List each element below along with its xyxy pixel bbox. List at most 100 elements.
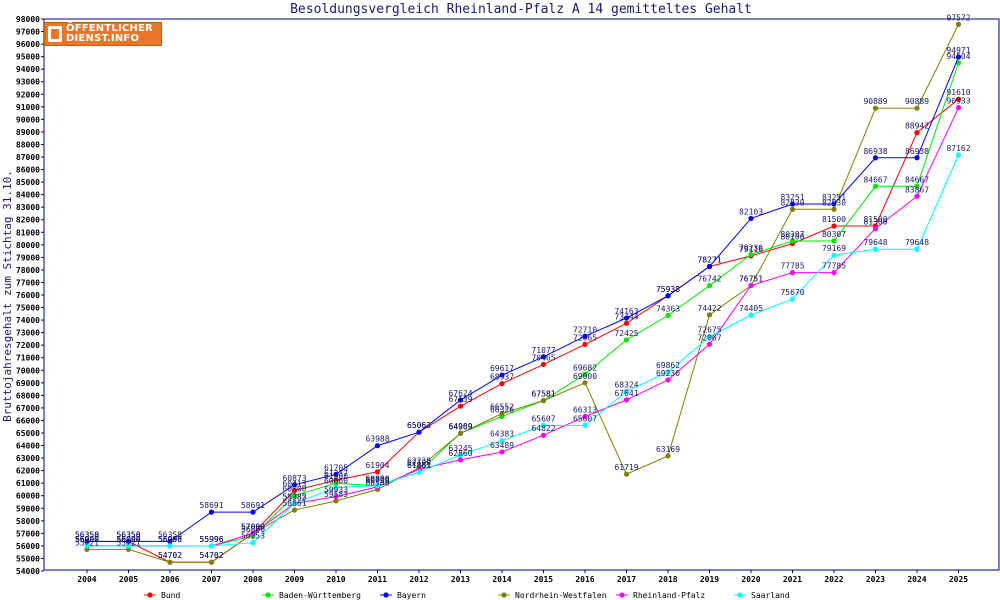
data-point [914, 246, 920, 252]
data-label: 74163 [614, 307, 638, 316]
data-label: 55721 [116, 538, 140, 547]
legend-label: Rheinland-Pfalz [633, 591, 705, 600]
data-label: 60413 [282, 480, 306, 489]
y-tick-label: 93000 [16, 78, 40, 87]
data-point [582, 380, 588, 386]
data-point [250, 509, 256, 515]
data-label: 81500 [863, 215, 887, 224]
data-point [291, 500, 298, 507]
data-label: 79648 [905, 238, 929, 247]
data-label: 64989 [448, 422, 472, 431]
series-layer [84, 21, 962, 565]
data-label: 87162 [946, 144, 970, 153]
legend-label: Bayern [397, 591, 426, 600]
x-tick-label: 2016 [575, 575, 594, 584]
data-point [167, 559, 173, 565]
data-point [416, 429, 422, 435]
data-label: 94971 [946, 46, 970, 55]
data-label: 59382 [282, 492, 306, 501]
data-point [208, 509, 215, 515]
data-label: 75938 [656, 285, 680, 294]
y-tick-label: 96000 [16, 40, 40, 49]
data-point [665, 453, 671, 459]
data-label: 64383 [490, 430, 514, 439]
data-point [457, 397, 464, 403]
data-point [706, 341, 713, 347]
data-label: 66326 [490, 405, 514, 414]
data-label: 86938 [905, 147, 929, 156]
legend-item: Saarland [734, 591, 790, 600]
data-label: 67581 [531, 390, 555, 399]
data-point [789, 238, 796, 244]
data-label: 79169 [822, 244, 846, 253]
y-tick-label: 91000 [16, 103, 40, 112]
y-tick-label: 95000 [16, 53, 40, 62]
data-point [623, 315, 630, 321]
data-point [831, 252, 837, 258]
data-point [955, 54, 962, 60]
data-label: 56358 [158, 530, 182, 539]
data-label: 62860 [448, 449, 472, 458]
data-point [333, 484, 339, 491]
data-label: 61881 [407, 461, 431, 470]
legend-item: Bund [144, 591, 180, 600]
data-point [540, 422, 547, 428]
y-tick-label: 79000 [16, 253, 40, 262]
data-point [333, 493, 339, 500]
data-point [416, 469, 422, 475]
y-tick-label: 75000 [16, 304, 40, 313]
data-point [208, 543, 215, 549]
data-label: 63489 [490, 441, 514, 450]
data-point [167, 543, 173, 549]
data-label: 58861 [282, 499, 306, 508]
data-point [333, 480, 339, 486]
y-tick-label: 61000 [16, 479, 40, 488]
data-point [748, 251, 754, 258]
data-label: 56350 [75, 531, 99, 540]
data-point [291, 482, 298, 488]
logo-text: ÖFFENTLICHER DIENST.INFO [66, 24, 153, 44]
data-label: 57000 [241, 522, 265, 531]
y-tick-label: 70000 [16, 366, 40, 375]
x-tick-label: 2006 [160, 575, 179, 584]
data-label: 66313 [573, 406, 597, 415]
data-label: 56000 [116, 535, 140, 544]
y-tick-label: 90000 [16, 115, 40, 124]
data-label: 56000 [75, 535, 99, 544]
x-tick-label: 2009 [285, 575, 304, 584]
data-label: 57000 [241, 522, 265, 531]
data-label: 63988 [365, 435, 389, 444]
x-tick-label: 2007 [202, 575, 221, 584]
legend-swatch-marker [265, 592, 271, 598]
x-tick-label: 2025 [949, 575, 968, 584]
legend-swatch-marker [383, 592, 389, 598]
data-label: 80307 [822, 230, 846, 239]
y-tick-label: 62000 [16, 467, 40, 476]
data-label: 68324 [614, 380, 638, 389]
data-label: 60800 [365, 475, 389, 484]
data-label: 60000 [282, 485, 306, 494]
data-point [706, 312, 713, 318]
data-label: 81500 [822, 215, 846, 224]
data-point [374, 443, 381, 449]
data-labels: 56350 56350 54702 54702 57000 60413 61237 61904… [75, 13, 971, 560]
data-label: 83867 [905, 185, 929, 194]
data-label: 56000 [158, 535, 182, 544]
data-label: 56000 [75, 535, 99, 544]
logo-line-1: ÖFFENTLICHER [66, 23, 153, 34]
data-point [540, 354, 547, 360]
data-label: 56253 [241, 532, 265, 541]
data-point [665, 293, 671, 299]
data-point [333, 498, 339, 504]
y-tick-label: 69000 [16, 379, 40, 388]
data-label: 55996 [158, 535, 182, 544]
data-point [872, 155, 879, 161]
data-label: 69862 [656, 361, 680, 370]
y-tick-label: 68000 [16, 391, 40, 400]
x-tick-label: 2012 [409, 575, 428, 584]
data-label: 58691 [241, 501, 265, 510]
legend-label: Bund [161, 591, 180, 600]
data-point [499, 449, 505, 455]
data-label: 68937 [490, 373, 514, 382]
x-axis: 2004 2005 2006 2007 2008 2009 2010 2011 2012 2013… [77, 570, 968, 584]
